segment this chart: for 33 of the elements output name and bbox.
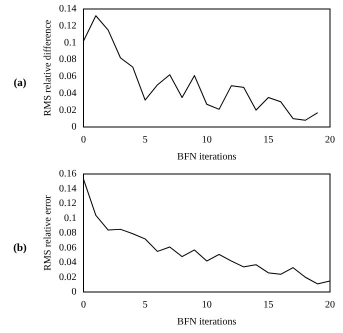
y-tick-label: 0.1 (64, 37, 76, 48)
y-tick-label: 0.02 (59, 272, 76, 283)
y-tick-label: 0.04 (59, 257, 76, 268)
y-tick-label: 0 (72, 122, 76, 133)
y-tick-label: 0.08 (59, 54, 76, 66)
y-tick-label: 0.08 (59, 228, 76, 239)
x-tick-label: 10 (202, 134, 212, 146)
x-tick-label: 0 (81, 300, 86, 311)
x-tick-label: 0 (81, 134, 86, 146)
x-axis-title: BFN iterations (177, 316, 236, 328)
y-tick-label: 0.12 (59, 198, 76, 210)
y-tick-label: 0.02 (59, 104, 76, 116)
x-tick-label: 5 (142, 134, 148, 146)
y-tick-label: 0.12 (59, 20, 76, 32)
x-tick-label: 20 (325, 134, 335, 146)
y-tick-label: 0.14 (59, 183, 76, 194)
y-axis-title: RMS relative difference (42, 19, 54, 116)
y-tick-label: 0.14 (59, 4, 76, 15)
y-tick-label: 0.16 (59, 168, 76, 180)
y-tick-label: 0.04 (59, 88, 76, 99)
x-tick-label: 10 (202, 300, 212, 311)
y-tick-label: 0 (72, 286, 76, 298)
x-tick-label: 20 (325, 300, 335, 311)
text: (a) (12, 76, 28, 88)
text: (b) (12, 242, 28, 254)
x-tick-label: 5 (142, 300, 148, 311)
y-axis-title: RMS relative error (42, 194, 54, 271)
y-tick-label: 0.06 (59, 242, 76, 254)
x-tick-label: 15 (263, 134, 274, 146)
x-tick-label: 15 (263, 300, 274, 311)
x-axis-title: BFN iterations (177, 152, 236, 163)
y-tick-label: 0.06 (59, 71, 76, 82)
y-tick-label: 0.1 (64, 212, 76, 224)
